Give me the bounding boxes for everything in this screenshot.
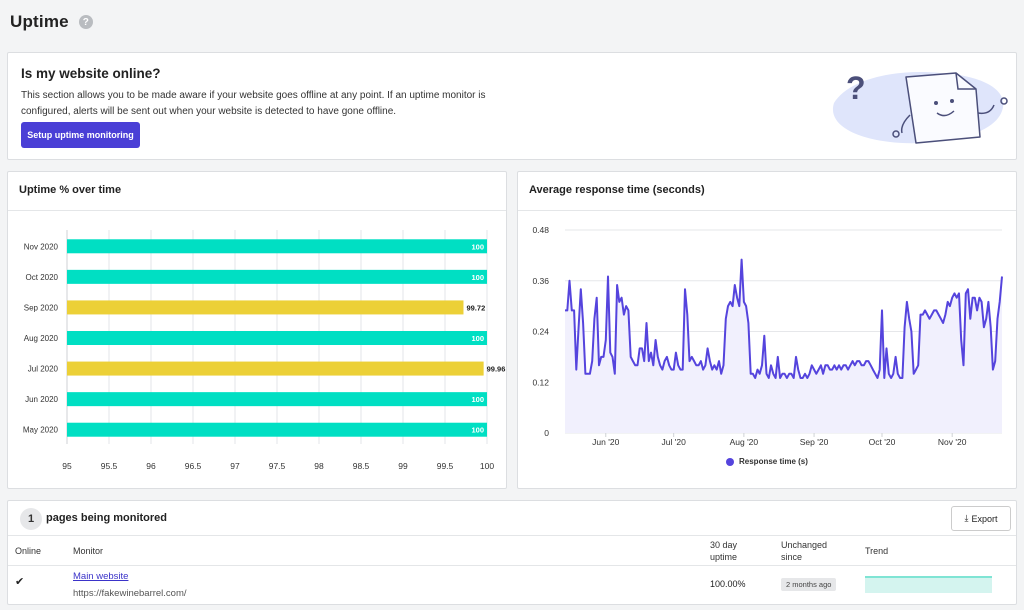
legend-label: Response time (s) (739, 457, 808, 466)
intro-text: This section allows you to be made aware… (21, 90, 486, 117)
x-tick-label: 96.5 (185, 461, 202, 471)
uptime-value: 100.00% (710, 579, 746, 589)
x-tick-label: 98 (314, 461, 324, 471)
uptime-bar (67, 422, 487, 437)
bar-value-label: 99.96 (487, 365, 506, 374)
y-tick-label: 0.48 (532, 225, 549, 235)
x-tick-label: Jul '20 (662, 437, 687, 447)
x-tick-label: 99 (398, 461, 408, 471)
unchanged-since-badge: 2 months ago (781, 578, 837, 591)
bar-value-label: 100 (471, 334, 484, 343)
x-tick-label: 100 (480, 461, 494, 471)
chart-legend: Response time (s) (726, 457, 808, 466)
table-divider (8, 565, 1016, 566)
x-tick-label: 95.5 (101, 461, 118, 471)
bar-value-label: 100 (471, 426, 484, 435)
col-unchanged-since: Unchanged since (781, 540, 828, 562)
response-area-fill (565, 259, 1002, 433)
y-tick-label: Jun 2020 (25, 395, 58, 404)
bar-value-label: 99.72 (466, 303, 485, 312)
uptime-bar (67, 331, 487, 345)
svg-text:?: ? (846, 70, 866, 106)
bar-value-label: 100 (471, 395, 484, 404)
table-divider (8, 535, 1016, 536)
bar-value-label: 100 (471, 273, 484, 282)
y-tick-label: 0.12 (532, 377, 549, 387)
download-icon: ⤓ (964, 513, 969, 523)
divider (8, 210, 506, 211)
x-tick-label: 95 (62, 461, 72, 471)
bar-value-label: 100 (471, 242, 484, 251)
uptime-bar (67, 361, 484, 376)
monitored-pages-heading: pages being monitored (46, 512, 168, 524)
divider (518, 210, 1016, 211)
uptime-bar (67, 300, 464, 315)
uptime-chart-title: Uptime % over time (19, 184, 122, 196)
response-chart-card: Average response time (seconds) 0 0.12 0.2… (517, 171, 1017, 489)
y-tick-label: May 2020 (23, 426, 59, 435)
legend-dot-icon (726, 457, 734, 466)
x-tick-label: 97 (230, 461, 240, 471)
online-check-icon: ✔ (15, 576, 25, 588)
export-button[interactable]: ⤓ Export (951, 506, 1011, 531)
monitor-count-badge: 1 (20, 508, 42, 530)
monitored-pages-card: 1 pages being monitored ⤓ Export Online … (7, 500, 1017, 605)
y-tick-label: Oct 2020 (26, 273, 59, 282)
col-monitor: Monitor (73, 546, 104, 556)
response-chart-title: Average response time (seconds) (529, 184, 705, 196)
setup-uptime-monitoring-button[interactable]: Setup uptime monitoring (21, 122, 140, 148)
uptime-bar (67, 269, 487, 284)
y-tick-label: Jul 2020 (28, 365, 59, 374)
help-icon[interactable]: ? (78, 15, 93, 29)
y-tick-label: Sep 2020 (24, 303, 59, 312)
monitor-name-link[interactable]: Main website (73, 571, 129, 582)
x-tick-label: 96 (146, 461, 156, 471)
x-tick-label: Aug '20 (730, 437, 759, 447)
col-uptime: 30 day uptime (710, 540, 738, 562)
y-tick-label: Nov 2020 (24, 242, 59, 251)
y-tick-label: Aug 2020 (24, 334, 59, 343)
page-header: Uptime ? (10, 12, 93, 32)
intro-heading: Is my website online? (21, 66, 161, 81)
x-tick-label: Oct '20 (869, 437, 896, 447)
document-mascot-illustration: ? (832, 70, 1008, 144)
response-time-line-chart: 0 0.12 0.24 0.36 0.48 Jun '20 Jul '20 Aug '20 Se… (532, 225, 1003, 447)
x-tick-label: Nov '20 (938, 437, 967, 447)
x-tick-label: 99.5 (437, 461, 454, 471)
uptime-chart-card: Uptime % over time 95 95.5 96 96.5 97 97.5 98 9… (7, 171, 507, 489)
y-tick-label: 0.24 (532, 327, 549, 337)
intro-card: Is my website online? This section allow… (7, 52, 1017, 160)
uptime-bar (67, 239, 487, 254)
col-trend: Trend (865, 546, 889, 556)
y-tick-label: 0 (544, 428, 549, 438)
x-tick-label: 98.5 (353, 461, 370, 471)
response-time-line (565, 258, 1003, 379)
monitor-url: https://fakewinebarrel.com/ (73, 588, 187, 599)
x-tick-label: Sep '20 (800, 437, 829, 447)
export-label: Export (971, 513, 998, 524)
page-title: Uptime (10, 12, 69, 31)
y-tick-label: 0.36 (532, 276, 549, 286)
uptime-bar (67, 392, 487, 407)
col-online: Online (15, 546, 42, 556)
x-tick-label: Jun '20 (592, 437, 619, 447)
uptime-bar-chart: 95 95.5 96 96.5 97 97.5 98 98.5 99 99.5 100 Nov 202… (23, 230, 506, 471)
x-tick-label: 97.5 (269, 461, 286, 471)
trend-sparkline (865, 576, 992, 593)
